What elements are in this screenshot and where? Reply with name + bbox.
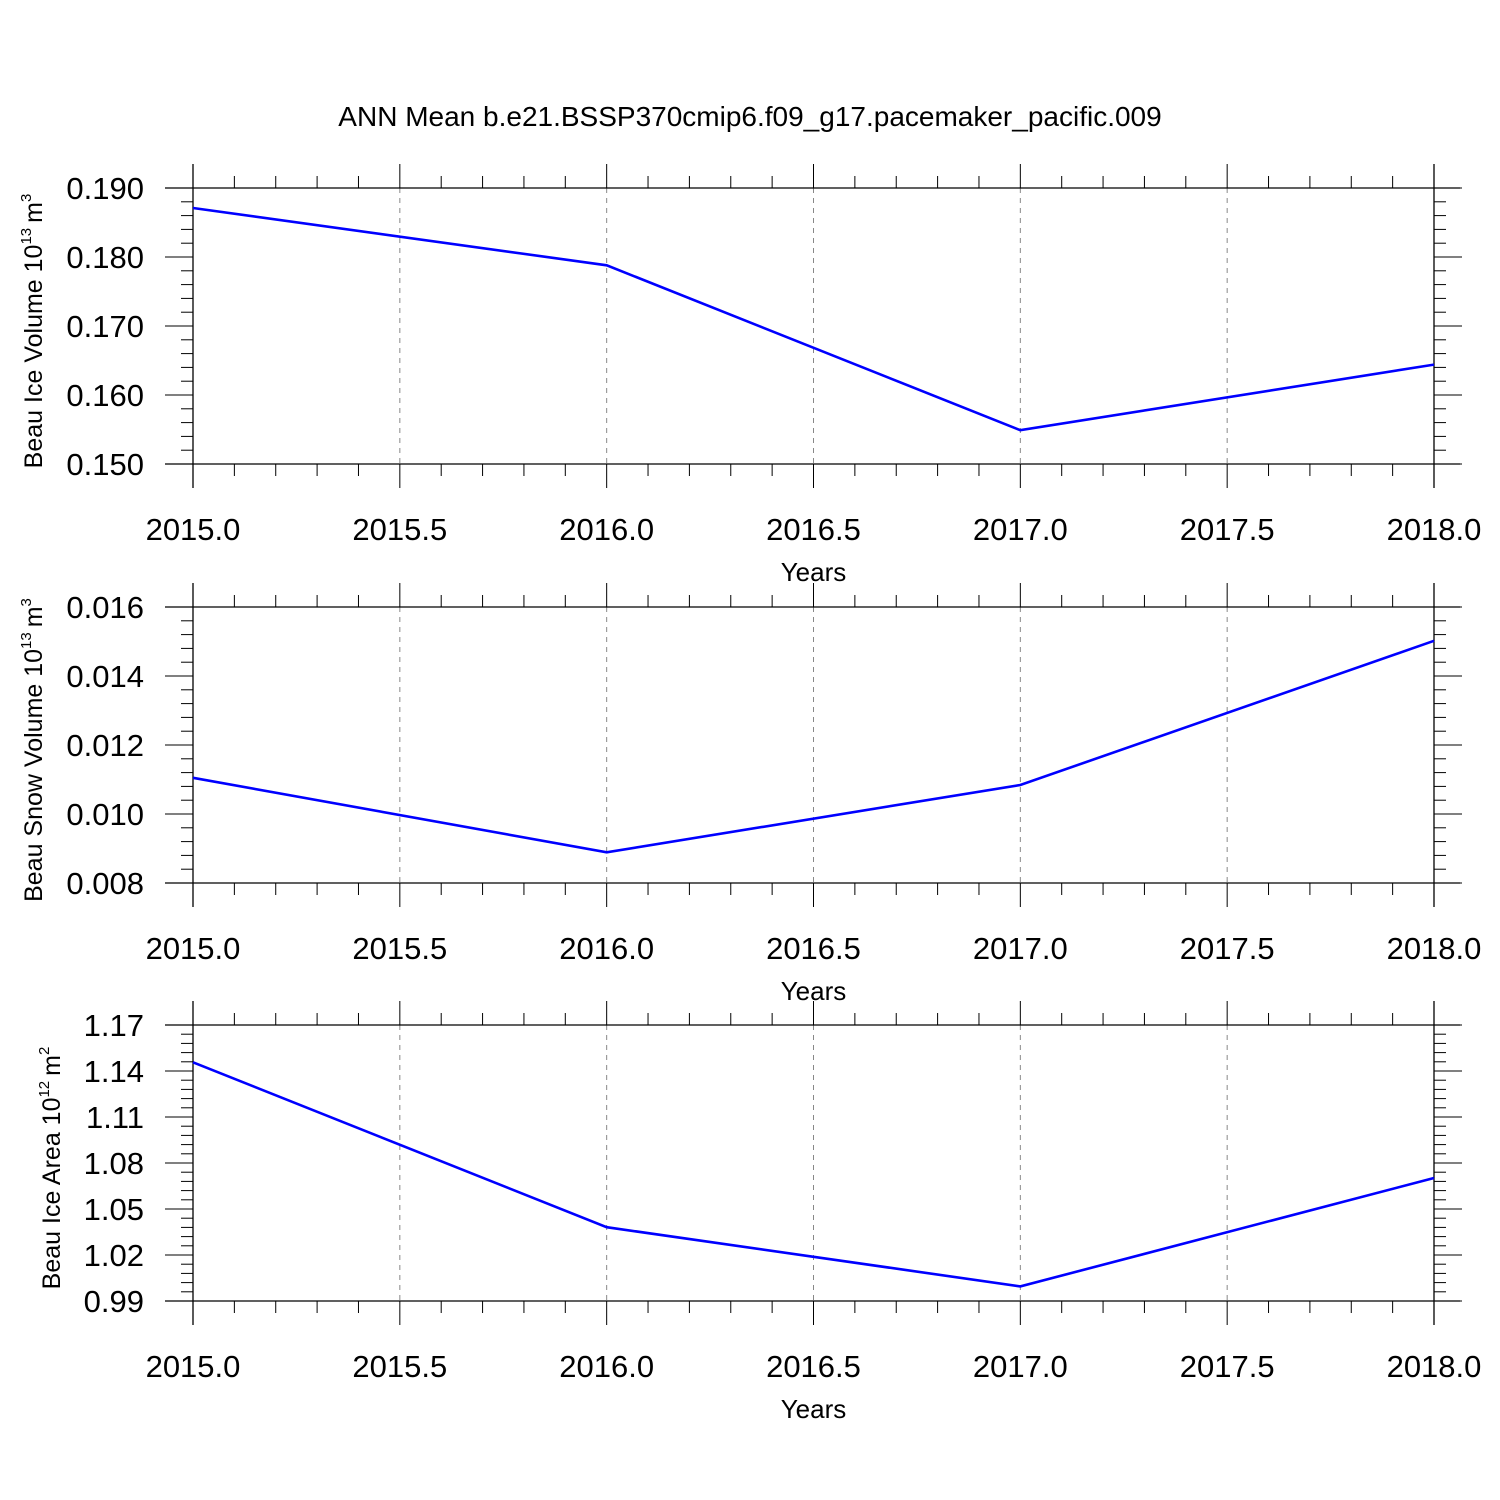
x-axis-title: Years bbox=[781, 557, 847, 587]
x-tick-label: 2015.0 bbox=[146, 931, 241, 966]
y-tick-label: 1.14 bbox=[84, 1054, 144, 1089]
y-axis-title-text: Beau Ice Area 10 bbox=[38, 1098, 66, 1290]
x-tick-label: 2015.5 bbox=[352, 931, 447, 966]
y-tick-label: 0.014 bbox=[66, 659, 144, 694]
y-tick-label: 1.11 bbox=[86, 1100, 144, 1135]
y-tick-label: 0.170 bbox=[66, 309, 144, 344]
x-tick-label: 2018.0 bbox=[1387, 512, 1482, 547]
y-axis-title-unit: m bbox=[38, 1055, 66, 1076]
series-line bbox=[192, 206, 1435, 432]
y-tick-label: 0.010 bbox=[66, 797, 144, 832]
x-tick-label: 2016.0 bbox=[559, 931, 654, 966]
y-axis-title-unit-exponent: 3 bbox=[18, 194, 35, 202]
x-axis-title: Years bbox=[781, 1394, 847, 1424]
x-tick-label: 2017.0 bbox=[973, 1349, 1068, 1384]
y-tick-label: 0.190 bbox=[66, 171, 144, 206]
x-tick-label: 2016.5 bbox=[766, 931, 861, 966]
x-tick-label: 2015.0 bbox=[146, 1349, 241, 1384]
y-axis-title: Beau Ice Area 1012 m2 bbox=[36, 1047, 66, 1290]
y-tick-label: 1.02 bbox=[84, 1238, 144, 1273]
chart-panel-2: 2015.0 2015.5 2016.0 2016.5 2017.0 2017.5 2018… bbox=[18, 583, 1481, 1006]
y-tick-label: 0.008 bbox=[66, 866, 144, 901]
y-tick-label: 0.180 bbox=[66, 240, 144, 275]
y-tick-label: 1.05 bbox=[84, 1192, 144, 1227]
y-axis-title-exponent: 12 bbox=[36, 1081, 53, 1098]
y-tick-label: 0.150 bbox=[66, 447, 144, 482]
x-tick-label: 2017.5 bbox=[1180, 931, 1275, 966]
y-tick-label: 0.016 bbox=[66, 590, 144, 625]
x-tick-label: 2016.0 bbox=[559, 1349, 654, 1384]
x-tick-label: 2015.5 bbox=[352, 512, 447, 547]
x-tick-label: 2016.5 bbox=[766, 512, 861, 547]
y-axis-title-exponent: 13 bbox=[18, 228, 35, 245]
x-tick-label: 2017.5 bbox=[1180, 512, 1275, 547]
y-tick-label: 1.08 bbox=[84, 1146, 144, 1181]
y-axis-title-exponent: 13 bbox=[18, 632, 35, 649]
series-line bbox=[192, 1061, 1435, 1288]
x-tick-label: 2018.0 bbox=[1387, 1349, 1482, 1384]
chart-panel-1: 2015.0 2015.5 2016.0 2016.5 2017.0 2017.5 2018… bbox=[18, 164, 1481, 587]
y-axis-title-unit: m bbox=[20, 606, 48, 627]
x-tick-label: 2016.5 bbox=[766, 1349, 861, 1384]
y-axis-title-unit-exponent: 2 bbox=[36, 1047, 53, 1055]
x-tick-label: 2017.0 bbox=[973, 931, 1068, 966]
x-tick-label: 2018.0 bbox=[1387, 931, 1482, 966]
x-tick-label: 2017.0 bbox=[973, 512, 1068, 547]
y-axis-title: Beau Snow Volume 1013 m3 bbox=[18, 598, 48, 902]
chart-panel-3: 2015.0 2015.5 2016.0 2016.5 2017.0 2017.5 2018… bbox=[36, 1001, 1481, 1424]
figure-title: ANN Mean b.e21.BSSP370cmip6.f09_g17.pace… bbox=[338, 101, 1161, 132]
x-tick-label: 2017.5 bbox=[1180, 1349, 1275, 1384]
y-tick-label: 0.160 bbox=[66, 378, 144, 413]
panels: 2015.0 2015.5 2016.0 2016.5 2017.0 2017.5 2018… bbox=[18, 164, 1481, 1424]
y-tick-label: 0.99 bbox=[84, 1284, 144, 1319]
series-line bbox=[192, 639, 1435, 854]
y-tick-label: 0.012 bbox=[66, 728, 144, 763]
y-tick-label: 1.17 bbox=[84, 1008, 144, 1043]
y-axis-title-text: Beau Snow Volume 10 bbox=[20, 649, 48, 902]
y-axis-title-unit: m bbox=[20, 202, 48, 223]
y-axis-title-unit-exponent: 3 bbox=[18, 598, 35, 606]
y-axis-title: Beau Ice Volume 1013 m3 bbox=[18, 194, 48, 469]
x-tick-label: 2016.0 bbox=[559, 512, 654, 547]
x-tick-label: 2015.5 bbox=[352, 1349, 447, 1384]
x-tick-label: 2015.0 bbox=[146, 512, 241, 547]
y-axis-title-text: Beau Ice Volume 10 bbox=[20, 245, 48, 469]
